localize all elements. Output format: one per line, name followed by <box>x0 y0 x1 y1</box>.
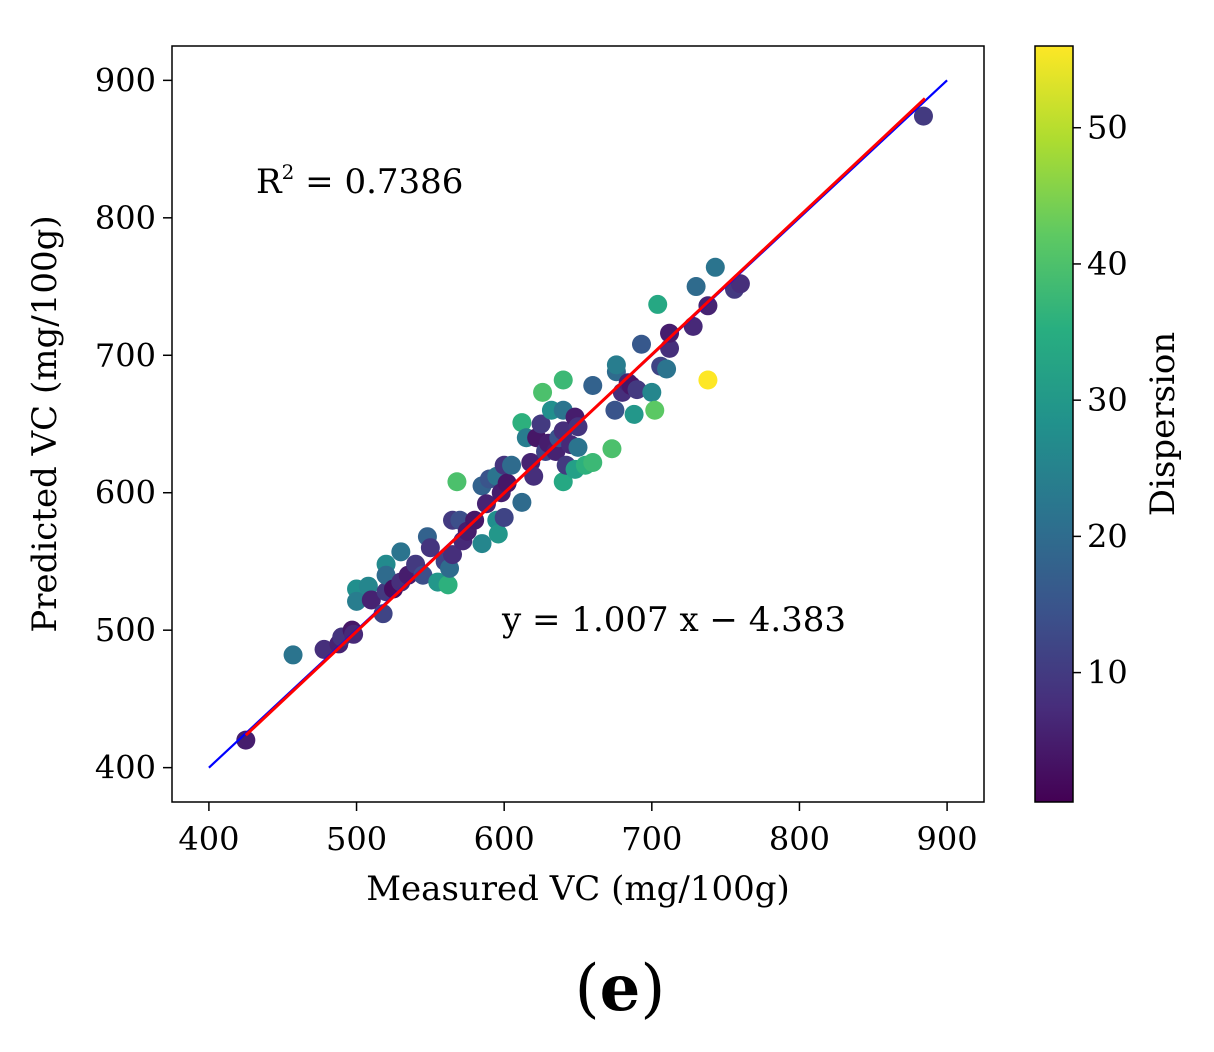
x-axis-label: Measured VC (mg/100g) <box>366 869 790 909</box>
data-point-79 <box>624 404 644 424</box>
x-tick-label-800: 800 <box>769 820 830 858</box>
colorbar-ticks: 10 20 30 40 50 <box>1073 109 1128 692</box>
data-point-90 <box>686 277 706 297</box>
data-point-53 <box>533 382 553 402</box>
colorbar-tick-label-50: 50 <box>1087 109 1128 147</box>
data-point-2 <box>314 639 334 659</box>
caption-close-paren: ) <box>640 952 665 1026</box>
figure-caption: (e) <box>575 951 666 1026</box>
caption-letter: e <box>600 951 641 1026</box>
data-point-93 <box>705 257 725 277</box>
data-point-96 <box>913 106 933 126</box>
caption-open-paren: ( <box>575 952 600 1026</box>
data-point-27 <box>443 545 463 565</box>
x-tick-label-700: 700 <box>621 820 682 858</box>
data-point-59 <box>553 370 573 390</box>
y-tick-label-400: 400 <box>95 749 156 787</box>
y-tick-label-700: 700 <box>95 336 156 374</box>
data-point-73 <box>605 400 625 420</box>
data-point-8 <box>347 591 367 611</box>
data-point-52 <box>531 414 551 434</box>
data-point-91 <box>698 296 718 316</box>
data-point-62 <box>553 472 573 492</box>
data-point-22 <box>420 538 440 558</box>
colorbar-tick-label-30: 30 <box>1087 381 1128 419</box>
y-tick-label-900: 900 <box>95 61 156 99</box>
x-tick-label-600: 600 <box>474 820 535 858</box>
data-point-25 <box>438 575 458 595</box>
data-point-82 <box>642 382 662 402</box>
x-tick-label-500: 500 <box>326 820 387 858</box>
data-point-75 <box>606 355 626 375</box>
data-point-89 <box>683 316 703 336</box>
data-point-29 <box>447 472 467 492</box>
y-tick-label-600: 600 <box>95 474 156 512</box>
data-point-0 <box>236 730 256 750</box>
r2-symbol: R <box>256 162 283 202</box>
data-point-72 <box>602 439 622 459</box>
data-point-36 <box>476 494 496 514</box>
data-point-80 <box>627 380 647 400</box>
data-point-47 <box>512 413 532 433</box>
data-point-86 <box>657 359 677 379</box>
r2-superscript: 2 <box>282 160 295 184</box>
x-tick-label-900: 900 <box>917 820 978 858</box>
r-squared-annotation: R2 = 0.7386 <box>256 160 463 202</box>
r2-value: = 0.7386 <box>294 162 463 202</box>
data-point-20 <box>413 565 433 585</box>
colorbar-tick-label-10: 10 <box>1087 654 1128 692</box>
y-axis-label: Predicted VC (mg/100g) <box>25 215 65 632</box>
data-point-46 <box>512 492 532 512</box>
x-axis-ticks: 400 500 600 700 800 900 <box>178 802 978 858</box>
data-point-44 <box>497 473 517 493</box>
colorbar <box>1034 45 1074 803</box>
data-point-67 <box>568 437 588 457</box>
data-point-92 <box>698 370 718 390</box>
data-point-70 <box>583 452 603 472</box>
fit-equation-annotation: y = 1.007 x − 4.383 <box>501 600 846 640</box>
data-point-81 <box>631 334 651 354</box>
data-point-34 <box>472 534 492 554</box>
data-point-40 <box>488 524 508 544</box>
colorbar-tick-label-20: 20 <box>1087 517 1128 555</box>
data-point-45 <box>502 455 522 475</box>
colorbar-tick-label-40: 40 <box>1087 245 1128 283</box>
y-tick-label-500: 500 <box>95 611 156 649</box>
colorbar-label: Dispersion <box>1143 332 1183 516</box>
scatter-points <box>236 106 933 750</box>
y-axis-ticks: 400 500 600 700 800 900 <box>95 61 172 787</box>
x-tick-label-400: 400 <box>178 820 239 858</box>
data-point-84 <box>648 294 668 314</box>
plot-frame <box>171 45 985 803</box>
regression-lines <box>208 79 948 769</box>
data-point-42 <box>494 507 514 527</box>
data-point-88 <box>660 323 680 343</box>
data-point-95 <box>730 274 750 294</box>
data-point-10 <box>361 590 381 610</box>
data-point-71 <box>583 376 603 396</box>
data-point-1 <box>283 645 303 665</box>
data-point-83 <box>645 400 665 420</box>
y-tick-label-800: 800 <box>95 199 156 237</box>
data-point-16 <box>391 542 411 562</box>
data-point-68 <box>568 417 588 437</box>
fit-line <box>244 97 926 737</box>
